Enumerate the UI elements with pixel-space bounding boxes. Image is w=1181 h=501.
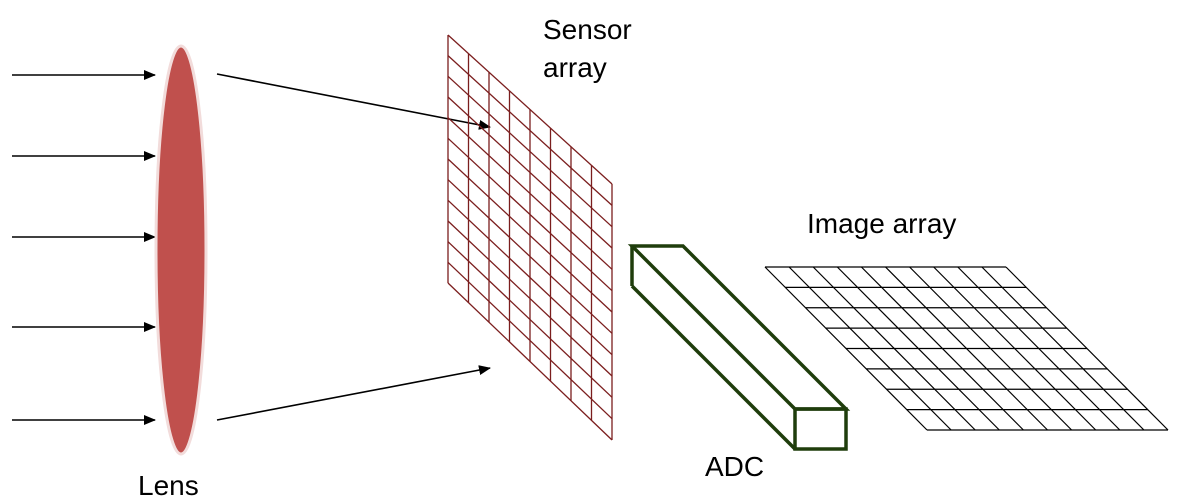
sensor-grid-row-line — [447, 220, 613, 377]
focused-ray-top — [216, 73, 491, 130]
sensor-array-grid — [447, 34, 613, 441]
adc-front-face — [793, 407, 848, 451]
sensor-array-label-line1: Sensor — [543, 14, 632, 45]
sensor-grid-row-line — [447, 241, 613, 398]
sensor-grid-row-line — [447, 55, 613, 206]
image-array-grid — [764, 266, 1169, 431]
sensor-grid-row-line — [447, 75, 613, 228]
sensor-grid-row-line — [447, 117, 613, 270]
adc-block — [627, 244, 851, 451]
adc-top-face — [627, 244, 851, 411]
sensor-grid-row-line — [447, 282, 613, 441]
image-array-label: Image array — [807, 208, 956, 239]
lens-shape — [154, 44, 208, 456]
sensor-grid-row-line — [447, 158, 613, 313]
sensor-grid-row-line — [447, 179, 613, 334]
lens-label: Lens — [138, 470, 199, 501]
sensor-array-label-line2: array — [543, 52, 607, 83]
incoming-rays — [12, 70, 156, 425]
adc-bottom-edge — [630, 284, 797, 451]
sensor-grid-row-line — [447, 96, 613, 249]
sensor-grid-row-line — [447, 199, 613, 356]
sensor-grid-row-line — [447, 137, 613, 292]
sensor-grid-row-line — [447, 34, 613, 185]
sensor-grid-row-line — [447, 261, 613, 420]
adc-label: ADC — [705, 451, 764, 482]
focused-ray-bottom — [216, 365, 491, 421]
